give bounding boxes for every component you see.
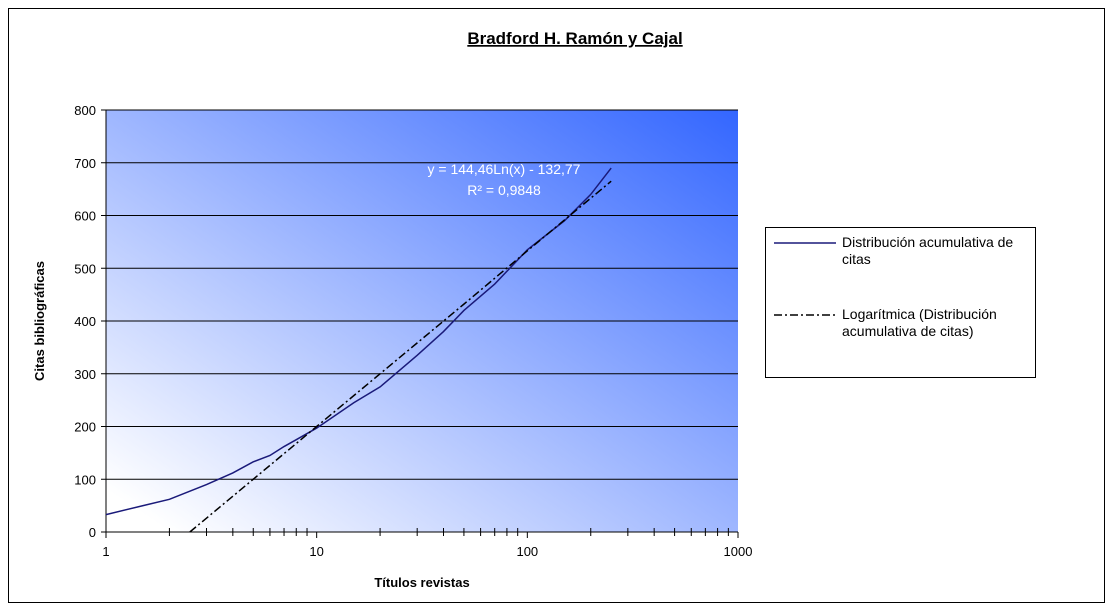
y-axis-label: Citas bibliográficas xyxy=(32,261,47,381)
y-tick-label: 0 xyxy=(89,525,96,540)
legend-label: Logarítmica (Distribución acumulativa de… xyxy=(842,306,997,339)
y-tick-label: 200 xyxy=(74,420,96,435)
x-axis-label: Títulos revistas xyxy=(374,575,469,590)
legend-label: Distribución acumulativa de citas xyxy=(842,234,1014,267)
y-tick-label: 100 xyxy=(74,472,96,487)
x-tick-label: 100 xyxy=(516,544,538,559)
y-tick-label: 600 xyxy=(74,209,96,224)
y-tick-label: 400 xyxy=(74,314,96,329)
x-tick-label: 1 xyxy=(102,544,109,559)
y-tick-label: 700 xyxy=(74,156,96,171)
annotation: R² = 0,9848 xyxy=(467,182,541,198)
legend-box xyxy=(765,227,1036,378)
y-tick-label: 300 xyxy=(74,367,96,382)
annotation: y = 144,46Ln(x) - 132,77 xyxy=(428,161,581,177)
y-tick-label: 800 xyxy=(74,103,96,118)
x-tick-label: 10 xyxy=(309,544,323,559)
chart-title: Bradford H. Ramón y Cajal xyxy=(467,29,682,48)
x-tick-label: 1000 xyxy=(724,544,753,559)
y-tick-label: 500 xyxy=(74,261,96,276)
series-line xyxy=(189,180,612,533)
